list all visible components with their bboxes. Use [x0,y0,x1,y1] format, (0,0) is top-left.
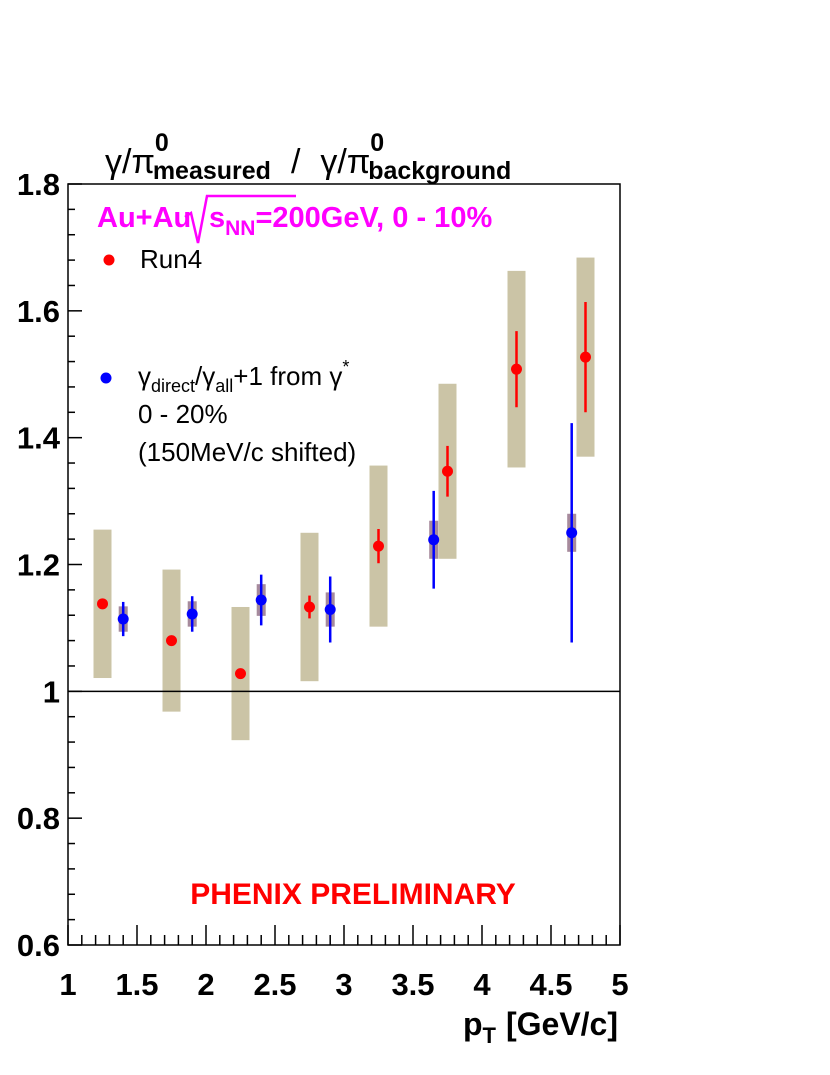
y-title-part1-sup: 0 [155,129,169,157]
legend-marker-run4 [103,254,115,266]
y-tick-label: 0.8 [17,801,60,836]
data-markers [97,351,591,680]
systematic-boxes [93,257,595,741]
direct-point [566,527,578,539]
run4-point [304,601,315,613]
x-tick-label: 4 [473,967,491,1002]
legend-sub-direct: direct [151,376,195,396]
run4-point [442,465,453,477]
y-tick-label: 1 [43,674,60,709]
header-s: s [209,202,225,234]
x-tick-label: 2.5 [253,967,296,1002]
header-prefix: Au+Au [97,202,191,234]
run4-point [97,598,108,610]
collision-energy: sNN=200GeV, 0 - 10% [209,202,492,240]
phenix-preliminary: PHENIX PRELIMINARY [190,878,516,911]
x-tick-label: 3.5 [391,967,434,1002]
header-suffix: =200GeV, 0 - 10% [255,202,492,234]
y-tick-label: 0.6 [17,928,60,963]
x-tick-label: 2 [197,967,214,1002]
run4-point [580,351,591,363]
legend-sup-star: * [342,357,349,377]
legend-line3: (150MeV/c shifted) [138,437,356,467]
y-tick-label: 1.2 [17,548,60,583]
legend-sub-all: all [215,376,233,396]
y-tick-label: 1.6 [17,294,60,329]
x-title-unit: [GeV/c] [506,1006,618,1042]
collision-header: Au+Au [97,202,191,234]
axis-tick-labels: 1 1.5 2 2.5 3 3.5 4 4.5 5 0.6 0.8 1 1.2 1.4 1.6 1.8 [17,167,629,1002]
plot-frame [67,183,621,946]
y-axis-title: γ/π0 measured / γ/π0 background [105,129,511,185]
legend-marker-direct [100,372,112,384]
legend-label-run4: Run4 [140,244,202,274]
direct-point [117,613,129,625]
x-tick-label: 1.5 [115,967,158,1002]
y-title-part1: γ/π [105,143,155,181]
x-tick-label: 1 [59,967,76,1002]
run4-point [511,363,522,375]
y-title-part2-sub: background [368,157,511,185]
legend-tail: +1 from γ [233,361,342,391]
legend-mid: /γ [195,361,215,391]
direct-point [255,594,267,606]
run4-point [373,540,384,552]
y-tick-label: 1.4 [17,421,61,456]
y-title-part2-sup: 0 [370,129,384,157]
legend-label-direct: γdirect/γall+1 from γ* [138,357,349,396]
direct-point [186,608,198,620]
legend-gamma: γ [138,361,151,391]
header-s-sub: NN [225,217,255,240]
run4-point [235,668,246,680]
x-tick-label: 4.5 [529,967,572,1002]
y-title-separator: / [291,143,301,181]
direct-point [428,534,440,546]
y-tick-label: 1.8 [17,167,60,202]
axis-ticks [67,183,621,946]
run4-point [166,635,177,647]
direct-point [324,604,336,616]
error-bars [121,301,587,643]
x-title-main: p [463,1006,483,1042]
legend-line2: 0 - 20% [138,399,228,429]
y-title-part2: γ/π [320,143,370,181]
x-tick-label: 5 [611,967,628,1002]
x-tick-label: 3 [335,967,352,1002]
sqrt-sign [184,194,296,244]
x-axis-title: pT [GeV/c] [463,1006,618,1048]
y-title-part1-sub: measured [153,157,271,185]
x-title-sub: T [483,1023,497,1048]
